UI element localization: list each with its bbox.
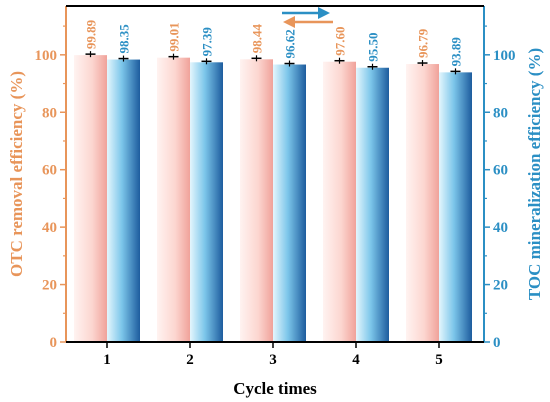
x-tick-label-2: 2	[186, 352, 194, 368]
bar-series2-cycle-3	[273, 64, 306, 343]
data-labels-layer: 99.89 98.35 99.01 97.39 98.44 96.62 97.60 95.50…	[84, 19, 464, 66]
data-label-series2-cycle-3: 96.62	[283, 29, 298, 58]
y-left-tick-label-0: 0	[50, 335, 58, 351]
y-right-tick-label-100: 100	[493, 48, 516, 64]
bar-series1-cycle-4	[323, 61, 356, 342]
data-label-series2-cycle-2: 97.39	[200, 27, 215, 57]
bar-series1-cycle-3	[240, 59, 273, 343]
data-label-series1-cycle-2: 99.01	[167, 22, 182, 51]
y-right-tick-label-80: 80	[493, 105, 508, 121]
data-label-series2-cycle-4: 95.50	[366, 32, 381, 61]
bar-series2-cycle-1	[107, 59, 140, 343]
data-label-series1-cycle-3: 98.44	[250, 24, 265, 54]
x-tick-label-4: 4	[352, 352, 360, 368]
y-right-tick-label-40: 40	[493, 220, 508, 236]
y-left-tick-label-100: 100	[35, 48, 58, 64]
ticks-layer: 1 2 3 4 5 0 20 40 60 80 100 0 20 40 60 80 100	[35, 25, 516, 368]
bar-series2-cycle-4	[356, 67, 389, 342]
y-left-tick-label-20: 20	[42, 278, 57, 294]
bar-series2-cycle-2	[190, 62, 223, 343]
data-label-series1-cycle-1: 99.89	[84, 19, 99, 49]
data-label-series1-cycle-4: 97.60	[333, 26, 348, 55]
bars-layer	[74, 51, 472, 343]
y-left-tick-label-40: 40	[42, 220, 57, 236]
x-tick-label-1: 1	[103, 352, 111, 368]
bar-series1-cycle-2	[157, 57, 190, 343]
y-left-tick-label-60: 60	[42, 163, 57, 179]
arrow-left-orange	[283, 16, 333, 28]
y-axis-right-title: TOC mineralization efficiency (%)	[525, 48, 544, 300]
y-left-tick-label-80: 80	[42, 105, 57, 121]
bar-series1-cycle-1	[74, 55, 107, 342]
bar-series2-cycle-5	[439, 72, 472, 342]
bar-series1-cycle-5	[406, 64, 439, 342]
x-axis-title: Cycle times	[233, 379, 317, 398]
arrow-right-blue	[282, 7, 330, 19]
y-axis-left-title: OTC removal efficiency (%)	[7, 71, 26, 277]
y-right-tick-label-0: 0	[493, 335, 501, 351]
x-tick-label-3: 3	[269, 352, 277, 368]
data-label-series1-cycle-5: 96.79	[416, 28, 431, 58]
data-label-series2-cycle-1: 98.35	[117, 24, 132, 54]
data-label-series2-cycle-5: 93.89	[449, 37, 464, 67]
y-right-tick-label-20: 20	[493, 278, 508, 294]
y-right-tick-label-60: 60	[493, 163, 508, 179]
x-tick-label-5: 5	[435, 352, 443, 368]
